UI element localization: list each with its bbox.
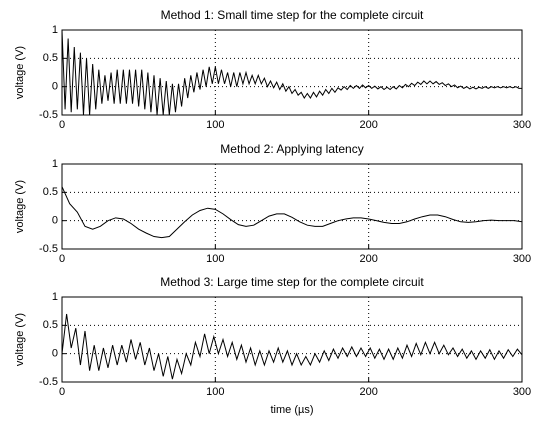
x-tick-label: 0 bbox=[59, 253, 65, 265]
x-tick-label: 200 bbox=[359, 119, 377, 131]
data-line bbox=[61, 186, 523, 239]
x-tick-label: 300 bbox=[513, 386, 531, 398]
y-tick-label: 0.5 bbox=[43, 186, 58, 198]
y-axis-label: voltage (V) bbox=[14, 46, 26, 99]
y-tick-label: 0 bbox=[52, 215, 58, 227]
x-tick-label: 100 bbox=[206, 386, 224, 398]
x-tick-label: 300 bbox=[513, 119, 531, 131]
subplot-title: Method 3: Large time step for the comple… bbox=[160, 275, 424, 289]
plot-area bbox=[62, 30, 522, 115]
x-tick-label: 100 bbox=[206, 119, 224, 131]
x-tick-label: 0 bbox=[59, 386, 65, 398]
x-tick-label: 200 bbox=[359, 386, 377, 398]
y-tick-label: -0.5 bbox=[39, 109, 58, 121]
y-tick-label: 1 bbox=[52, 24, 58, 36]
data-line bbox=[61, 29, 522, 116]
x-tick-label: 0 bbox=[59, 119, 65, 131]
y-tick-label: -0.5 bbox=[39, 243, 58, 255]
y-tick-label: -0.5 bbox=[39, 376, 58, 388]
x-tick-label: 300 bbox=[513, 253, 531, 265]
y-tick-label: 1 bbox=[52, 158, 58, 170]
y-tick-label: 0.5 bbox=[43, 52, 58, 64]
plot-frame bbox=[61, 296, 523, 383]
plot-area bbox=[62, 297, 522, 382]
y-tick-label: 0.5 bbox=[43, 319, 58, 331]
plot-frame bbox=[61, 29, 523, 116]
y-axis-label: voltage (V) bbox=[14, 180, 26, 233]
plot-frame bbox=[61, 163, 523, 250]
y-axis-label: voltage (V) bbox=[14, 313, 26, 366]
subplot-title: Method 2: Applying latency bbox=[220, 142, 363, 156]
subplot-title: Method 1: Small time step for the comple… bbox=[161, 8, 424, 22]
x-tick-label: 200 bbox=[359, 253, 377, 265]
data-line bbox=[61, 313, 523, 380]
y-tick-label: 0 bbox=[52, 348, 58, 360]
y-tick-label: 0 bbox=[52, 81, 58, 93]
x-tick-label: 100 bbox=[206, 253, 224, 265]
y-tick-label: 1 bbox=[52, 291, 58, 303]
plot-area bbox=[62, 164, 522, 249]
x-axis-label: time (µs) bbox=[270, 404, 313, 416]
